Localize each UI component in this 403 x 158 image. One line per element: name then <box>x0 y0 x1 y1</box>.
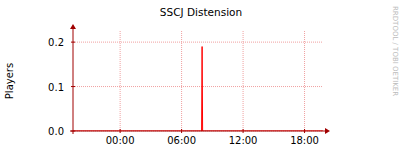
series-line <box>73 47 323 131</box>
chart: SSCJ Distension Players RRDTOOL / TOBI OET… <box>0 0 403 158</box>
y-tick-label: 0.2 <box>48 37 64 48</box>
x-tick-label: 18:00 <box>290 135 319 146</box>
background <box>0 0 403 158</box>
grid-line <box>120 31 121 131</box>
grid-line <box>304 31 305 131</box>
y-axis-label: Players <box>4 63 15 99</box>
y-axis <box>73 28 74 134</box>
x-tick-label: 12:00 <box>229 135 258 146</box>
plot-area <box>73 47 323 131</box>
y-tick-label: 0.1 <box>48 82 64 93</box>
annotation: RRDTOOL / TOBI OETIKER <box>391 6 399 96</box>
x-tick-label: 00:00 <box>106 135 135 146</box>
grid-line <box>73 86 323 87</box>
grid-line <box>243 31 244 131</box>
grid-line <box>73 42 323 43</box>
grid-line <box>181 31 182 131</box>
x-axis <box>70 131 326 132</box>
x-tick-label: 06:00 <box>167 135 196 146</box>
x-axis-arrow <box>325 128 330 134</box>
y-tick-label: 0.0 <box>48 126 64 137</box>
title: SSCJ Distension <box>160 6 242 18</box>
y-axis-arrow <box>70 24 76 29</box>
